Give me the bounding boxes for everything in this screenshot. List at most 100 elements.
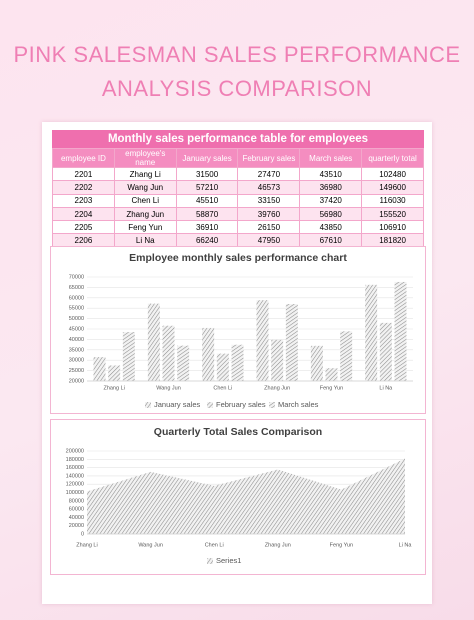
chart-box: Quarterly Total Sales Comparison 0 20000 40… — [50, 419, 426, 575]
table-cell: Zhang Jun — [113, 206, 177, 222]
bar — [162, 325, 175, 381]
table-cell: 2202 — [52, 180, 115, 195]
table-cell: 46573 — [237, 180, 301, 195]
table-cell: Li Na — [113, 233, 177, 248]
y-tick-label: 20000 — [69, 378, 84, 384]
legend-label: January sales — [154, 400, 201, 409]
header-row: employee ID employee's name January sales F… — [52, 148, 424, 168]
bar — [394, 281, 407, 381]
bar — [202, 327, 215, 381]
bar — [271, 339, 284, 381]
legend-swatch — [207, 402, 213, 408]
table-cell: 102480 — [361, 166, 424, 182]
y-tick-label: 60000 — [69, 507, 84, 513]
x-tick-label: Zhang Li — [76, 542, 97, 548]
table-cell: 56980 — [299, 206, 363, 222]
bar — [340, 331, 353, 381]
bar — [177, 345, 190, 381]
y-tick-label: 40000 — [69, 337, 84, 343]
legend-label: February sales — [216, 400, 266, 409]
table-cell: Zhang Li — [113, 166, 177, 182]
table-cell: 57210 — [175, 180, 239, 195]
x-tick-label: Feng Yun — [330, 542, 353, 548]
y-tick-label: 120000 — [66, 482, 84, 488]
chart-title: Employee monthly sales performance chart — [129, 252, 347, 264]
y-tick-label: 35000 — [69, 347, 84, 353]
legend-label: March sales — [278, 400, 319, 409]
bar — [285, 304, 298, 381]
legend-label: Series1 — [216, 556, 241, 565]
legend-swatch — [145, 402, 151, 408]
bar — [325, 368, 338, 381]
table-cell: 36980 — [299, 180, 363, 195]
y-tick-label: 60000 — [69, 295, 84, 301]
column-header: employee ID — [52, 148, 115, 168]
bar — [379, 322, 392, 381]
table-row: 2206 Li Na 66240 47950 67610 181820 — [52, 233, 424, 248]
y-tick-label: 200000 — [66, 448, 84, 454]
table-cell: 31500 — [175, 166, 239, 182]
y-tick-label: 65000 — [69, 285, 84, 291]
chart: Employee monthly sales performance chart… — [69, 252, 413, 409]
table-cell: 106910 — [361, 220, 424, 235]
y-tick-label: 80000 — [69, 498, 84, 504]
y-tick-label: 40000 — [69, 515, 84, 521]
y-tick-label: 55000 — [69, 306, 84, 312]
table-cell: 2205 — [52, 220, 115, 235]
y-tick-label: 140000 — [66, 473, 84, 479]
y-tick-label: 25000 — [69, 368, 84, 374]
bar — [256, 300, 269, 381]
page-title: ANALYSIS COMPARISON — [101, 76, 373, 101]
table-row: 2205 Feng Yun 36910 26150 43850 106910 — [52, 220, 424, 235]
table-cell: Feng Yun — [113, 220, 177, 235]
table-cell: 45510 — [175, 193, 239, 208]
y-tick-label: 70000 — [69, 274, 84, 280]
table-cell: 116030 — [361, 193, 424, 208]
y-tick-label: 45000 — [69, 326, 84, 332]
table-row: 2204 Zhang Jun 58870 39760 56980 155520 — [52, 206, 424, 222]
table-cell: 36910 — [175, 220, 239, 235]
chart-box: Employee monthly sales performance chart… — [50, 246, 426, 414]
column-header: March sales — [299, 148, 363, 168]
bar — [231, 344, 244, 381]
table-cell: 43510 — [299, 166, 363, 182]
x-tick-label: Chen Li — [213, 385, 232, 391]
table-row: 2201 Zhang Li 31500 27470 43510 102480 — [52, 166, 424, 182]
x-tick-label: Li Na — [379, 385, 393, 391]
bar — [365, 284, 378, 381]
table-cell: 149600 — [361, 180, 424, 195]
x-tick-label: Li Na — [399, 542, 413, 548]
table-cell: Wang Jun — [113, 180, 177, 195]
column-header: quarterly total — [361, 148, 424, 168]
y-tick-label: 160000 — [66, 465, 84, 471]
x-tick-label: Feng Yun — [320, 385, 343, 391]
y-tick-label: 180000 — [66, 457, 84, 463]
table-cell: 66240 — [175, 233, 239, 248]
table-cell: 26150 — [237, 220, 301, 235]
table-cell: 37420 — [299, 193, 363, 208]
table-cell: 33150 — [237, 193, 301, 208]
table-cell: 39760 — [237, 206, 301, 222]
bar — [108, 365, 121, 381]
y-tick-label: 100000 — [66, 490, 84, 496]
x-tick-label: Wang Jun — [138, 542, 163, 548]
table-title: Monthly sales performance table for empl… — [52, 130, 424, 148]
table-cell: Chen Li — [113, 193, 177, 208]
x-tick-label: Zhang Jun — [264, 385, 290, 391]
bar — [310, 345, 323, 381]
x-tick-label: Zhang Li — [103, 385, 124, 391]
bar — [122, 332, 135, 381]
table-row: 2202 Wang Jun 57210 46573 36980 149600 — [52, 180, 424, 195]
y-tick-label: 0 — [81, 531, 84, 537]
bar — [216, 353, 229, 381]
sales-table: Monthly sales performance table for empl… — [52, 130, 424, 248]
legend-swatch — [269, 402, 275, 408]
area — [87, 458, 405, 534]
table-cell: 155520 — [361, 206, 424, 222]
bar — [147, 303, 160, 381]
table-row: 2203 Chen Li 45510 33150 37420 116030 — [52, 193, 424, 208]
y-tick-label: 30000 — [69, 358, 84, 364]
table-cell: 67610 — [299, 233, 363, 248]
y-tick-label: 20000 — [69, 523, 84, 529]
legend-swatch — [207, 558, 213, 564]
